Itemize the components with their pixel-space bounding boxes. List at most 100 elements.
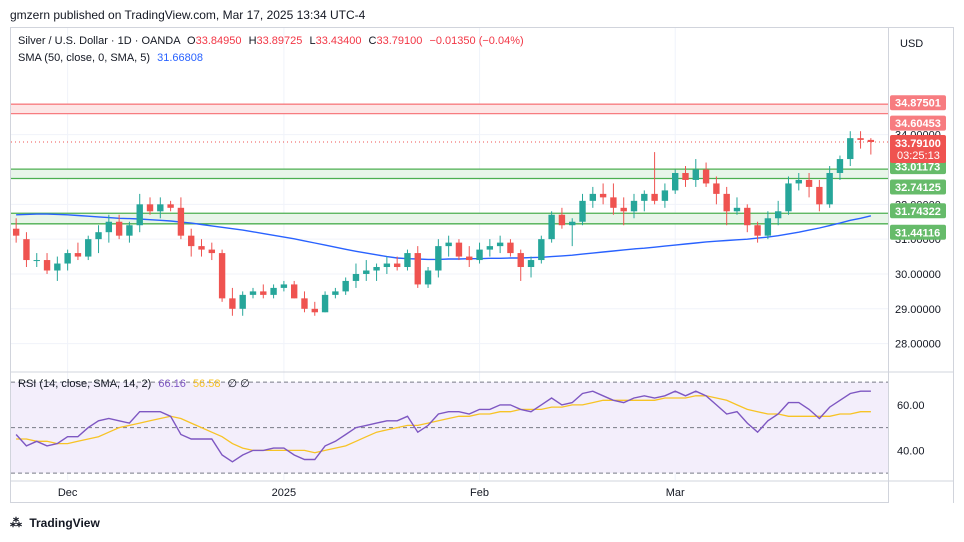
rsi-tick-label: 60.00 xyxy=(897,400,925,412)
candle-body xyxy=(527,260,535,268)
rsi-value: 66.16 xyxy=(158,378,186,390)
close-label: C xyxy=(368,35,377,47)
candle xyxy=(466,246,473,268)
candle xyxy=(661,183,669,208)
candle-body xyxy=(496,242,504,247)
candle xyxy=(332,287,339,299)
candle-body xyxy=(867,139,875,142)
candle xyxy=(589,186,597,208)
candle-body xyxy=(826,172,833,205)
candle-body xyxy=(579,200,586,222)
candle-body xyxy=(270,287,277,295)
candle-body xyxy=(857,138,864,140)
sma-legend: SMA (50, close, 0, SMA, 5) 31.66808 xyxy=(18,52,203,64)
countdown-label: 03:25:13 xyxy=(897,150,940,162)
price-tick-label: 29.00000 xyxy=(895,304,941,316)
candle xyxy=(517,249,524,281)
candle xyxy=(847,131,854,167)
candle-body xyxy=(795,179,802,184)
candle-body xyxy=(661,190,669,201)
candle-body xyxy=(280,284,288,288)
last-price-tag xyxy=(890,134,946,163)
candle xyxy=(12,218,20,243)
candle-body xyxy=(847,138,854,160)
candle xyxy=(424,267,432,288)
candle-body xyxy=(805,179,813,187)
candle xyxy=(270,284,277,299)
time-tick-label: Mar xyxy=(666,487,685,499)
candle xyxy=(290,280,298,299)
candle xyxy=(651,152,658,205)
candle-body xyxy=(630,200,638,212)
candle xyxy=(816,179,823,212)
close-value: 33.79100 xyxy=(376,35,423,47)
candle-body xyxy=(414,253,421,285)
candle-body xyxy=(713,183,720,194)
candle-body xyxy=(507,242,514,254)
candle xyxy=(579,193,586,226)
candle xyxy=(208,242,215,261)
candle xyxy=(805,172,813,198)
candle-body xyxy=(476,249,483,261)
candle-body xyxy=(167,204,174,208)
price-tick-label: 30.00000 xyxy=(895,269,941,281)
zone-price-label: 34.87501 xyxy=(895,98,941,110)
chart-frame[interactable] xyxy=(10,27,889,503)
candle xyxy=(85,235,92,261)
candle xyxy=(774,200,782,226)
candle-body xyxy=(95,232,102,240)
sr-zone xyxy=(11,213,888,224)
candle-body xyxy=(301,298,308,309)
candle xyxy=(383,256,391,274)
candle-body xyxy=(785,183,792,212)
candle-body xyxy=(363,270,370,274)
time-tick-label: 2025 xyxy=(272,487,296,499)
candle-body xyxy=(672,172,679,191)
candle-body xyxy=(620,207,627,212)
candle-body xyxy=(249,291,257,295)
candle xyxy=(785,176,792,215)
candle-body xyxy=(23,239,30,261)
candle xyxy=(857,131,864,149)
price-tick-label: 28.00000 xyxy=(895,339,941,351)
currency-selector[interactable]: USD xyxy=(900,38,924,50)
candle-body xyxy=(702,169,710,184)
candle xyxy=(867,138,875,155)
candle-body xyxy=(424,270,432,285)
candle xyxy=(249,287,257,299)
low-value: 33.43400 xyxy=(315,35,362,47)
candle-body xyxy=(290,284,298,299)
candle xyxy=(836,155,844,180)
candle xyxy=(136,193,143,233)
candle xyxy=(95,225,102,254)
candle-body xyxy=(816,186,823,205)
candle xyxy=(527,256,535,278)
tv-brand-text: TradingView xyxy=(29,516,100,530)
candle xyxy=(64,249,71,271)
candle xyxy=(54,256,61,281)
candle-body xyxy=(373,267,380,271)
candle-body xyxy=(352,273,360,281)
candle-body xyxy=(651,193,658,201)
candle-body xyxy=(208,249,215,254)
zone-price-label: 33.01173 xyxy=(895,162,940,174)
candle-body xyxy=(517,253,524,268)
candle xyxy=(702,162,710,187)
candle-body xyxy=(198,246,205,250)
candle-body xyxy=(136,204,143,226)
zone-price-tag xyxy=(890,115,946,131)
candle xyxy=(311,301,318,316)
candle xyxy=(455,239,463,261)
candle xyxy=(23,232,30,268)
candle-body xyxy=(599,193,607,198)
candle xyxy=(105,214,113,243)
candle xyxy=(363,260,370,281)
candle xyxy=(188,228,195,257)
tradingview-logo[interactable]: ⁂ TradingView xyxy=(10,516,100,530)
candle-body xyxy=(229,298,236,309)
rsi-line xyxy=(15,390,871,463)
candle xyxy=(342,277,349,295)
candle xyxy=(744,204,751,233)
last-price-label: 33.79100 xyxy=(895,138,941,150)
